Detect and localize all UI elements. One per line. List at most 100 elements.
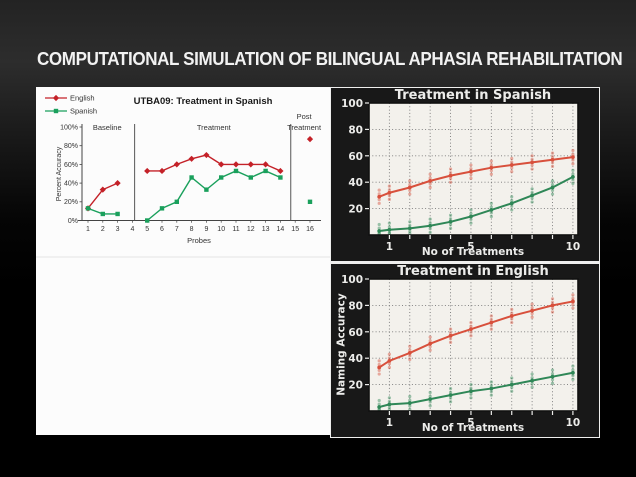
svg-text:1: 1 [386, 241, 393, 253]
svg-text:40: 40 [348, 353, 363, 365]
data-point [550, 374, 555, 379]
data-point-diamond [306, 136, 314, 143]
svg-text:8: 8 [190, 226, 194, 233]
data-point [377, 365, 382, 370]
data-point-diamond [114, 180, 121, 187]
svg-text:Treatment: Treatment [287, 123, 322, 132]
data-point-diamond [52, 94, 60, 102]
svg-text:20%: 20% [64, 199, 78, 206]
svg-text:9: 9 [204, 226, 208, 233]
data-point-square [53, 108, 59, 114]
english-series [84, 136, 314, 212]
data-point [469, 169, 473, 174]
svg-text:100: 100 [341, 98, 363, 110]
data-point [509, 163, 514, 167]
data-point [550, 303, 555, 308]
svg-text:10: 10 [217, 226, 225, 233]
svg-text:20: 20 [348, 204, 363, 216]
svg-text:60: 60 [348, 327, 363, 339]
data-point [509, 382, 514, 387]
data-point [387, 227, 392, 232]
svg-text:12: 12 [247, 226, 255, 233]
svg-text:4: 4 [130, 226, 134, 233]
simulation-charts-column: Treatment in Spanish 20 40 60 80 100 1 5 10 No … [330, 87, 600, 438]
data-point [387, 402, 392, 407]
data-point-square [100, 211, 105, 217]
data-point-square [219, 175, 224, 180]
data-point [530, 160, 535, 165]
simulation-english-xlabel: No of Treatments [421, 422, 525, 434]
y-tick-labels: 0% 20% 40% 60% 80% 100% [60, 124, 82, 225]
data-point [509, 314, 514, 318]
svg-text:40: 40 [348, 177, 363, 189]
data-point [469, 214, 473, 219]
data-point [571, 370, 575, 375]
data-point-square [174, 199, 179, 204]
data-point-square [115, 211, 120, 217]
section-dividers [134, 124, 292, 221]
svg-text:60%: 60% [64, 162, 78, 169]
svg-text:80: 80 [348, 300, 363, 312]
data-point [571, 155, 575, 160]
slide-title: COMPUTATIONAL SIMULATION OF BILINGUAL AP… [37, 48, 623, 69]
svg-text:7: 7 [175, 226, 179, 233]
utba09-chart-svg: 0%20%40%60%80%100%1 2 3 4 5 6 7 8 9 10 11 12 13 14 15 1… [36, 94, 330, 258]
svg-text:11: 11 [232, 226, 239, 233]
svg-text:5: 5 [467, 241, 474, 253]
scatter-points [377, 293, 575, 376]
svg-text:10: 10 [566, 417, 581, 429]
y-tick-labels: 20 40 60 80 100 [341, 98, 369, 216]
utba09-chart-title: UTBA09: Treatment in Spanish [133, 96, 273, 107]
data-point-square [145, 218, 150, 223]
data-point [428, 397, 433, 402]
plot-area [369, 279, 578, 411]
svg-text:Baseline: Baseline [93, 123, 122, 132]
svg-text:2: 2 [101, 226, 105, 233]
data-point [377, 194, 382, 199]
data-point [377, 405, 382, 409]
plot-border [368, 278, 579, 412]
svg-text:1: 1 [86, 226, 90, 233]
spanish-series [377, 168, 575, 236]
data-point [407, 351, 412, 355]
data-point [428, 341, 433, 346]
data-point [469, 389, 473, 394]
svg-text:15: 15 [291, 226, 299, 233]
data-point [469, 327, 473, 332]
svg-text:13: 13 [262, 226, 270, 233]
svg-text:14: 14 [277, 226, 285, 233]
svg-text:5: 5 [145, 226, 149, 233]
data-point-square [204, 187, 209, 192]
data-point [448, 393, 453, 398]
data-point [387, 190, 392, 195]
simulation-spanish-title: Treatment in Spanish [394, 88, 552, 103]
data-point [407, 401, 412, 405]
data-point [530, 193, 535, 198]
scatter-points [377, 364, 575, 412]
data-point [489, 386, 494, 391]
data-point-diamond [277, 167, 284, 175]
data-point-diamond [144, 167, 151, 175]
data-point [448, 173, 453, 178]
simulation-english-title: Treatment in English [397, 264, 549, 279]
data-point-square [159, 206, 165, 211]
data-point-diamond [99, 186, 106, 193]
data-point [448, 219, 453, 224]
data-point-square [233, 168, 239, 174]
svg-text:1: 1 [386, 417, 393, 429]
data-point [550, 185, 555, 190]
simulation-english-panel: Treatment in English Naming Accuracy 20 4… [331, 264, 599, 437]
data-point [530, 378, 535, 383]
y-tick-labels: 20 40 60 80 100 [341, 274, 369, 392]
data-point [377, 229, 382, 233]
x-tick-labels: 1 2 3 4 5 6 7 8 9 10 11 12 13 14 15 16 [86, 220, 314, 233]
svg-text:3: 3 [116, 226, 120, 233]
data-point-square [278, 175, 283, 180]
plot-border [368, 102, 579, 236]
data-point [571, 299, 575, 304]
data-point-square [248, 175, 253, 180]
data-point [571, 175, 575, 179]
svg-text:10: 10 [566, 241, 581, 253]
